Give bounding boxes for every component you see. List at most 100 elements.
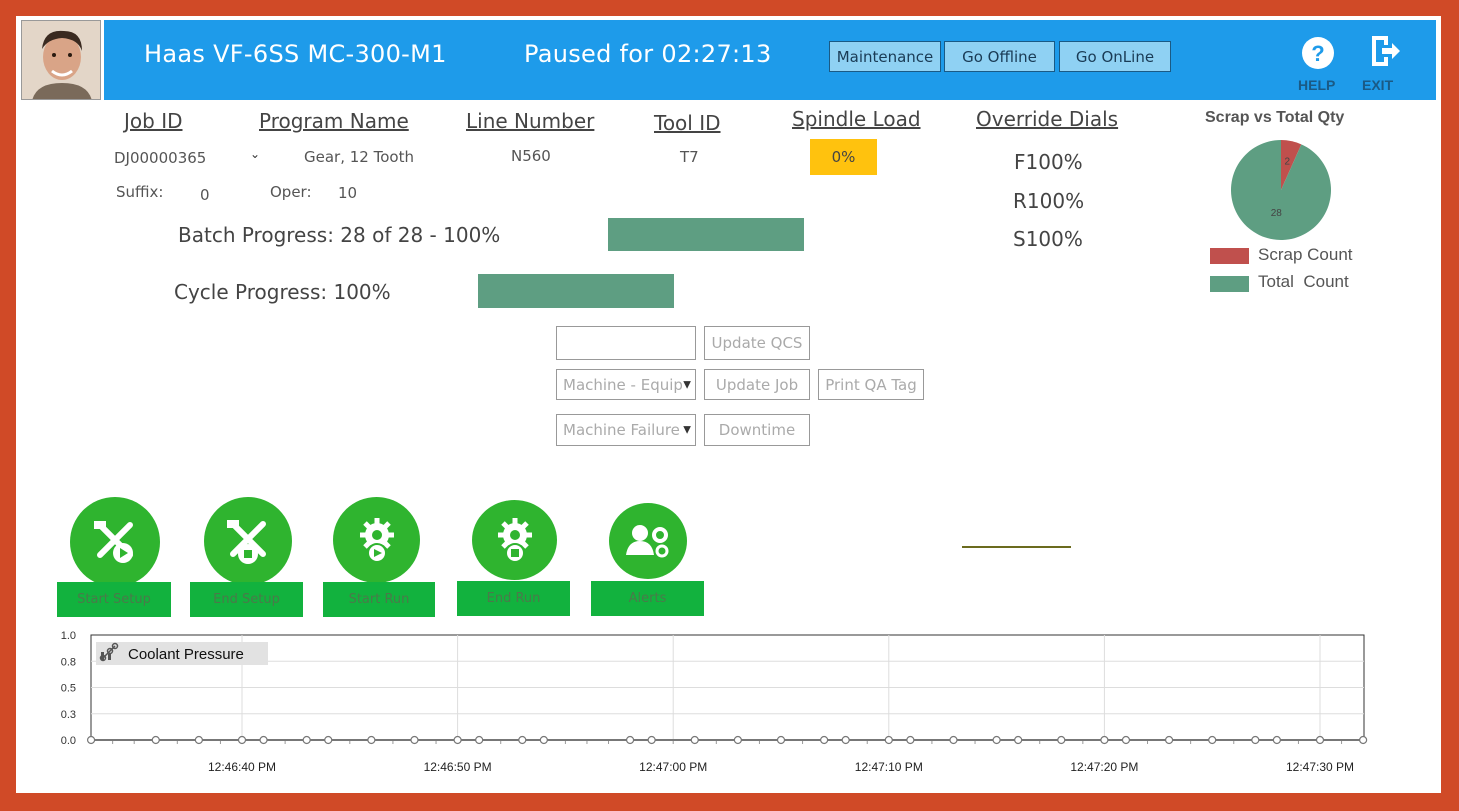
svg-text:?: ? [1311,41,1324,66]
scrap-vs-total-pie: 2 28 [1231,140,1331,240]
machine-equipment-select[interactable]: Machine - Equip ▼ [556,369,696,400]
coolant-pressure-point [1315,735,1325,745]
coolant-pressure-point [647,735,656,745]
rapid-override-dial: R100% [1013,189,1085,213]
chevron-down-icon: ▼ [683,424,691,436]
gear-play-icon [359,518,394,563]
chart-y-tick-label: 1.0 [61,630,76,642]
coolant-pressure-point [625,735,635,745]
end-run-button[interactable]: End Run [457,581,570,616]
suffix-value: 0 [200,186,210,204]
print-qa-tag-button[interactable]: Print QA Tag [818,369,924,400]
feed-override-dial: F100% [1014,150,1083,174]
start-run-circle[interactable] [333,497,420,583]
exit-label[interactable]: EXIT [1362,77,1394,93]
coolant-pressure-point [1100,735,1109,745]
coolant-pressure-point [820,735,829,745]
machine-failure-select-value: Machine Failure [563,421,680,439]
start-setup-button[interactable]: Start Setup [57,582,171,617]
pie-slice-total-label: 28 [1271,208,1283,219]
chevron-down-icon[interactable]: ⌄ [250,147,261,161]
qcs-input[interactable] [556,326,696,360]
end-run-circle[interactable] [472,500,557,580]
program-name-value: Gear, 12 Tooth [304,148,414,166]
coolant-pressure-point [539,735,548,745]
coolant-pressure-point [1014,735,1023,745]
end-setup-button[interactable]: End Setup [190,582,303,617]
chart-legend-label: Coolant Pressure [128,646,244,663]
suffix-label: Suffix: [116,183,164,201]
coolant-pressure-point [453,735,462,745]
coolant-pressure-point [906,735,915,745]
total-legend-label: Total Count [1258,272,1349,291]
coolant-pressure-point [237,735,247,745]
header-bar [104,20,1436,100]
alerts-circle[interactable] [609,503,687,579]
coolant-pressure-point [475,735,484,745]
coolant-pressure-point [690,735,699,745]
end-setup-circle[interactable] [204,497,292,585]
chart-y-tick-label: 0.0 [61,735,76,747]
batch-progress-label: Batch Progress: 28 of 28 - 100% [178,223,501,247]
coolant-pressure-chart: 1.0 0.8 0.5 0.3 0.0 12:46:40 PM 12:46:50 PM 12:… [61,630,1368,774]
coolant-pressure-point [367,735,376,745]
divider-line [962,546,1071,548]
pie-slice-total [1231,140,1331,240]
chart-x-tick-label: 12:47:00 PM [639,760,707,774]
coolant-pressure-point [194,735,203,745]
start-setup-circle[interactable] [70,497,160,587]
coolant-pressure-point [1272,735,1281,745]
program-name-header: Program Name [259,109,409,133]
help-label[interactable]: HELP [1298,77,1336,93]
maintenance-button[interactable]: Maintenance [829,41,941,72]
coolant-pressure-point [1121,735,1131,745]
go-online-button[interactable]: Go OnLine [1059,41,1171,72]
machine-status: Paused for 02:27:13 [524,40,772,68]
scrap-legend-swatch [1210,248,1249,264]
spindle-load-badge: 0% [810,139,877,175]
coolant-pressure-point [518,735,527,745]
tool-id-value: T7 [680,148,699,166]
chart-x-tick-label: 12:47:30 PM [1286,760,1354,774]
update-job-button[interactable]: Update Job [704,369,810,400]
scrap-legend-label: Scrap Count [1258,245,1353,264]
spindle-override-dial: S100% [1013,227,1083,251]
start-run-button[interactable]: Start Run [323,582,435,617]
user-gears-icon [626,525,669,558]
coolant-pressure-point [949,735,958,745]
machine-title: Haas VF-6SS MC-300-M1 [144,40,447,68]
pie-slice-scrap-label: 2 [1284,157,1290,168]
user-avatar[interactable] [21,20,101,100]
coolant-pressure-point [884,735,893,745]
coolant-pressure-point [1251,735,1260,745]
chart-x-tick-label: 12:46:50 PM [424,760,492,774]
coolant-pressure-point [841,735,850,745]
cycle-progress-bar [478,274,674,308]
total-legend-swatch [1210,276,1249,292]
exit-icon[interactable] [1366,33,1402,69]
coolant-pressure-point [1057,735,1066,745]
chart-y-tick-label: 0.3 [61,709,76,721]
coolant-pressure-point [410,735,419,745]
override-dials-header: Override Dials [976,107,1119,131]
update-qcs-button[interactable]: Update QCS [704,326,810,360]
coolant-pressure-point [1208,735,1217,745]
machine-failure-select[interactable]: Machine Failure ▼ [556,414,696,446]
coolant-pressure-point [302,735,311,745]
alerts-button[interactable]: Alerts [591,581,704,616]
pie-title: Scrap vs Total Qty [1205,109,1345,126]
coolant-pressure-point [324,735,333,745]
go-offline-button[interactable]: Go Offline [944,41,1055,72]
coolant-pressure-point [992,735,1001,745]
tool-id-header: Tool ID [654,111,721,135]
chart-x-tick-label: 12:46:40 PM [208,760,276,774]
coolant-pressure-point [1359,735,1368,745]
chart-legend-box [96,642,268,665]
downtime-button[interactable]: Downtime [704,414,810,446]
cycle-progress-label: Cycle Progress: 100% [174,280,391,304]
coolant-pressure-point [733,735,742,745]
spindle-load-header: Spindle Load [792,107,921,131]
help-icon[interactable]: ? [1300,35,1336,71]
job-id-value[interactable]: DJ00000365 [114,149,207,167]
line-chart-icon [99,642,119,662]
